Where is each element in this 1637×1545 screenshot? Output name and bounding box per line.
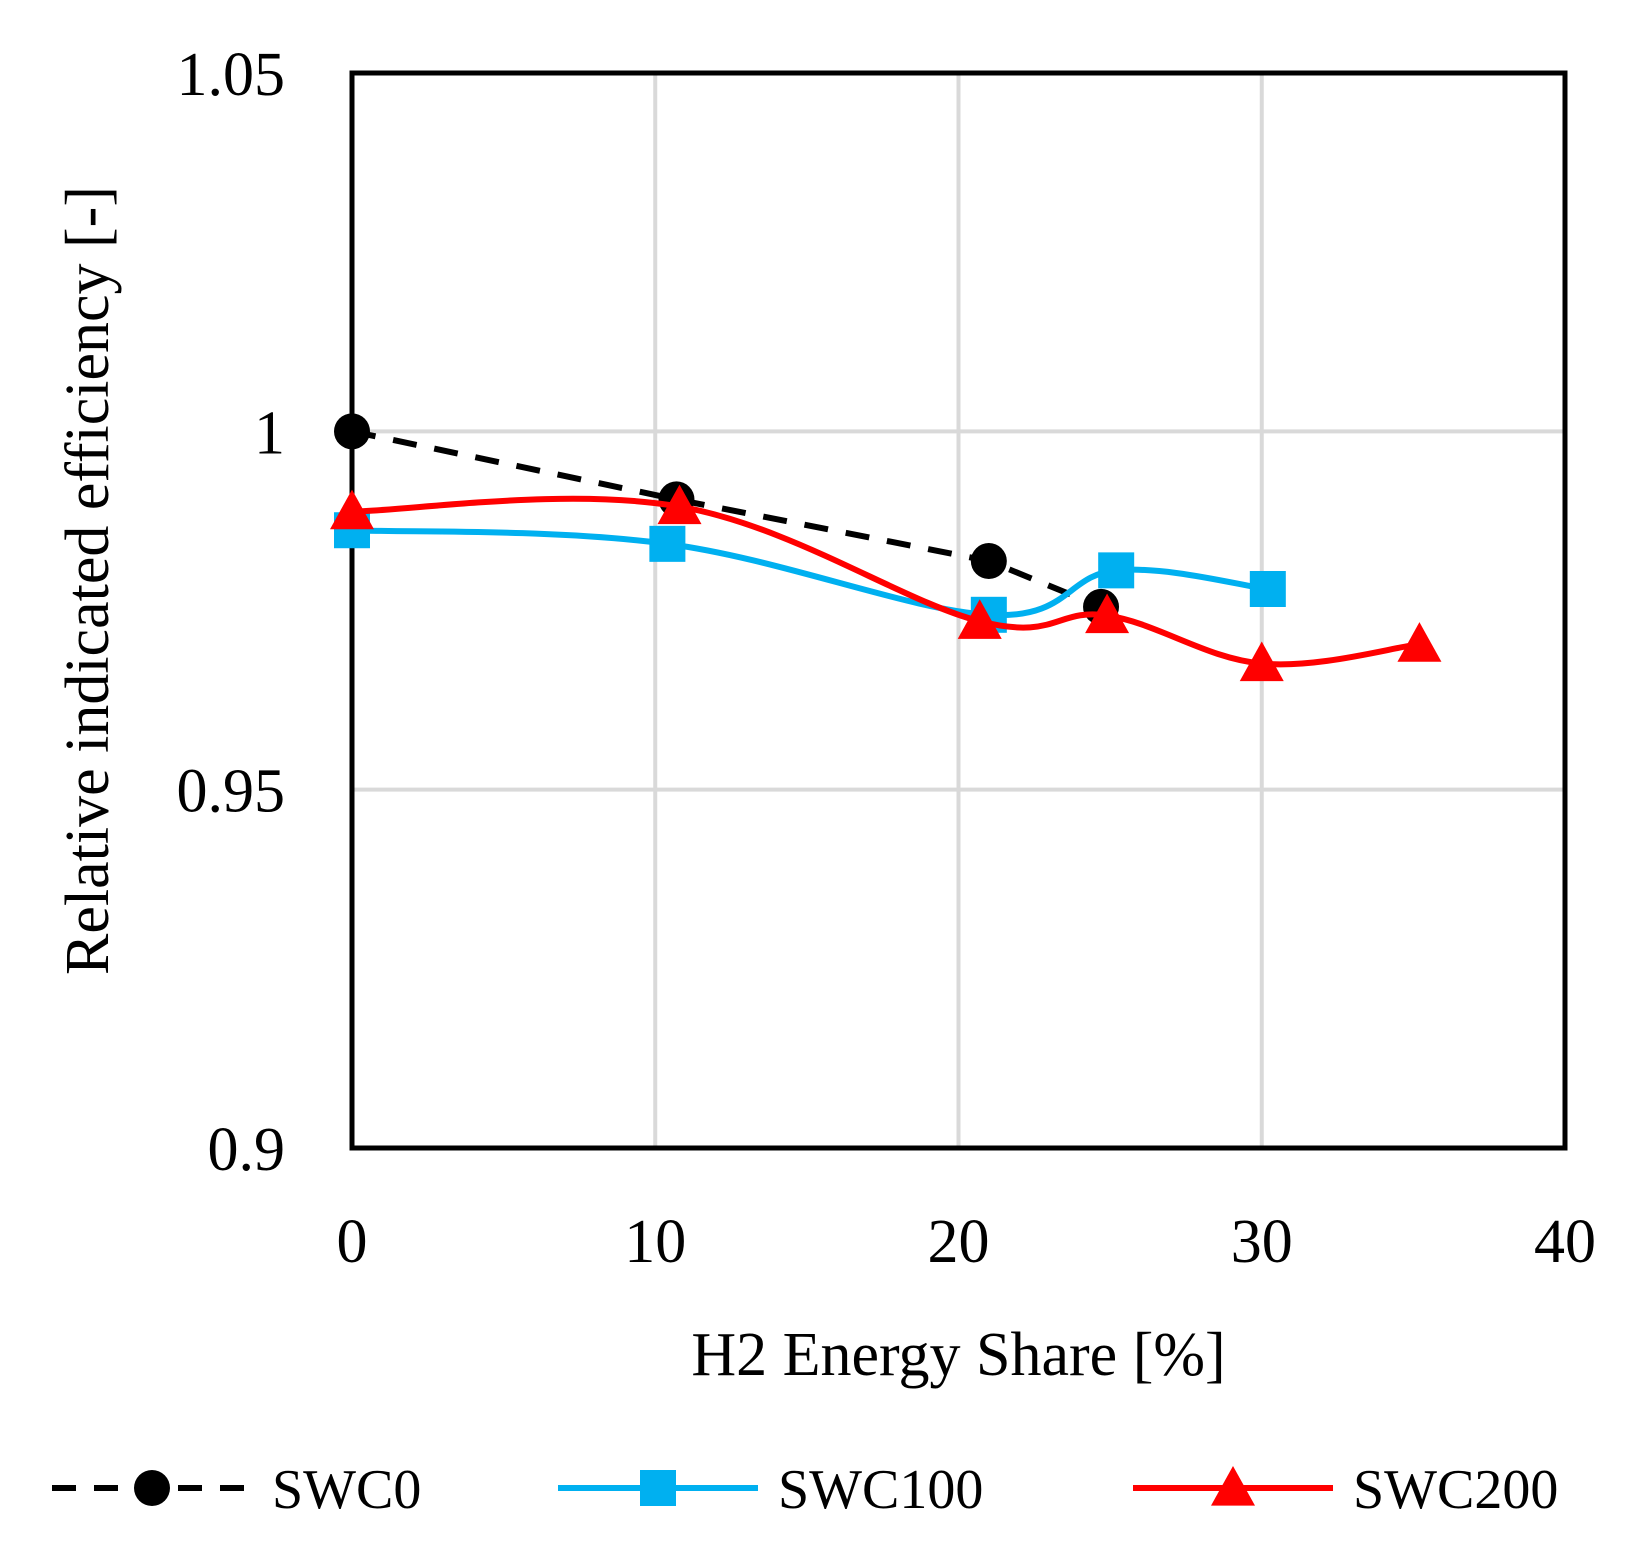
legend-marker-swc100	[640, 1470, 676, 1506]
swc200-point-1	[657, 484, 702, 525]
x-tick-label: 40	[1534, 1208, 1596, 1276]
y-axis-ticks: 0.9 0.95 1 1.05	[177, 41, 286, 1184]
y-tick-label: 1	[254, 399, 285, 467]
y-tick-label: 1.05	[177, 41, 286, 109]
legend-label-swc100: SWC100	[778, 1459, 983, 1521]
series-swc200	[330, 484, 1442, 682]
swc200-point-5	[1397, 622, 1442, 662]
x-tick-label: 10	[624, 1208, 686, 1276]
swc100-point-4	[1249, 571, 1286, 607]
swc200-point-0	[330, 489, 374, 530]
swc200-point-2	[957, 599, 1002, 639]
swc0-point-0	[334, 413, 370, 450]
legend-marker-swc200	[1211, 1466, 1255, 1506]
swc100-point-3	[1098, 552, 1135, 589]
grid-lines	[352, 73, 1565, 1148]
swc200-point-4	[1239, 641, 1284, 682]
legend: SWC0 SWC100 SWC200	[52, 1459, 1558, 1521]
swc200-point-3	[1085, 593, 1130, 634]
legend-item-swc100: SWC100	[558, 1459, 983, 1521]
x-axis-title: H2 Energy Share [%]	[691, 1321, 1225, 1389]
y-axis-title: Relative indicated efficiency [-]	[54, 186, 122, 975]
y-tick-label: 0.9	[208, 1116, 286, 1184]
swc100-point-1	[649, 525, 686, 562]
x-axis-ticks: 0 10 20 30 40	[337, 1208, 1597, 1276]
legend-item-swc200: SWC200	[1133, 1459, 1558, 1521]
legend-label-swc200: SWC200	[1353, 1459, 1558, 1521]
x-tick-label: 0	[337, 1208, 368, 1276]
plot-area-frame	[349, 70, 1568, 1151]
legend-item-swc0: SWC0	[52, 1459, 421, 1521]
y-tick-label: 0.95	[177, 758, 286, 826]
x-tick-label: 20	[928, 1208, 990, 1276]
swc0-point-2	[970, 543, 1007, 580]
series-layer	[330, 413, 1442, 682]
series-swc100	[334, 512, 1286, 633]
legend-marker-swc0	[134, 1470, 170, 1506]
legend-label-swc0: SWC0	[272, 1459, 421, 1521]
x-tick-label: 30	[1231, 1208, 1293, 1276]
